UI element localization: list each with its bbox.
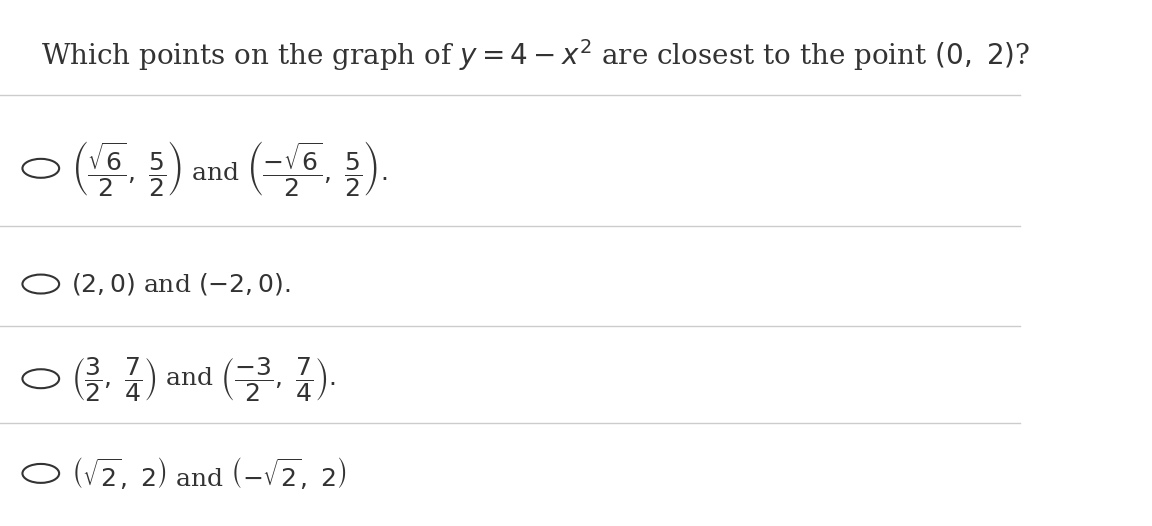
Text: $\left(\dfrac{3}{2},\ \dfrac{7}{4}\right)$ and $\left(\dfrac{-3}{2},\ \dfrac{7}{: $\left(\dfrac{3}{2},\ \dfrac{7}{4}\right… xyxy=(71,355,336,403)
Text: $\left(\dfrac{\sqrt{6}}{2},\ \dfrac{5}{2}\right)$ and $\left(\dfrac{-\sqrt{6}}{2: $\left(\dfrac{\sqrt{6}}{2},\ \dfrac{5}{2… xyxy=(71,139,388,198)
Text: Which points on the graph of $y = 4 - x^2$ are closest to the point $(0,\ 2)$?: Which points on the graph of $y = 4 - x^… xyxy=(40,37,1030,73)
Text: $\left(\sqrt{2},\ 2\right)$ and $\left(-\sqrt{2},\ 2\right)$: $\left(\sqrt{2},\ 2\right)$ and $\left(-… xyxy=(71,456,347,491)
Text: $(2, 0)$ and $(-2, 0).$: $(2, 0)$ and $(-2, 0).$ xyxy=(71,271,290,297)
